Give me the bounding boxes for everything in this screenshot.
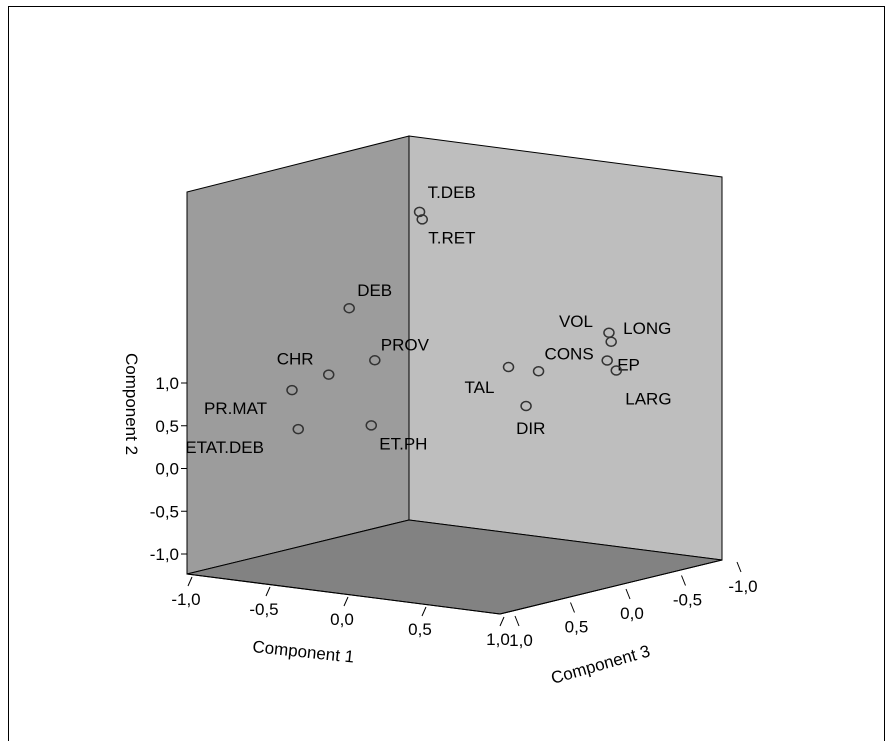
point-marker: [413, 206, 426, 218]
point-label: EP: [617, 356, 640, 375]
point-label: LONG: [623, 319, 671, 338]
z-tick-label: 0,5: [565, 618, 589, 637]
point-marker: [343, 302, 355, 314]
z-axis: 1,0 0,5 0,0 -0,5 -1,0: [499, 559, 758, 650]
z-tick-label: 0,0: [620, 604, 644, 623]
point-marker: [292, 423, 304, 435]
x-tick: [187, 576, 193, 587]
scatter-points: T.DEB T.RET DEB PROV CHR PR.MAT ETAT.DEB ET.PH T…: [185, 183, 671, 457]
x-tick-label: -1,0: [171, 590, 200, 609]
y-axis-title: Component 2: [122, 353, 141, 455]
z-tick-label: -0,5: [673, 591, 702, 610]
x-tick: [265, 586, 271, 597]
z-tick: [514, 615, 520, 627]
z-tick: [570, 602, 575, 613]
z-tick: [681, 575, 686, 586]
point-label: DEB: [357, 281, 392, 300]
point-marker: [369, 355, 381, 366]
z-tick-label: -1,0: [728, 577, 757, 596]
x-tick-label: 0,0: [330, 610, 354, 629]
point-label: VOL: [559, 312, 593, 331]
point-label: ET.PH: [379, 434, 427, 453]
z-axis-line: [499, 559, 723, 615]
point-marker: [416, 214, 428, 225]
x-axis: -1,0 -0,5 0,0 0,5 1,0: [171, 573, 510, 649]
y-tick-label: 0,5: [155, 417, 179, 436]
point-marker: [322, 369, 335, 380]
point-label: ETAT.DEB: [185, 438, 264, 457]
point-marker: [532, 366, 545, 377]
x-tick-label: 1,0: [486, 630, 510, 649]
point-label: DIR: [516, 419, 545, 438]
point-label: CONS: [545, 344, 594, 363]
point-marker: [520, 400, 532, 412]
z-tick: [736, 561, 742, 573]
z-tick-label: 1,0: [509, 631, 533, 650]
y-tick-label: 0,0: [155, 460, 179, 479]
y-axis: -1,0 -0,5 0,0 0,5 1,0: [150, 212, 188, 564]
point-label: PROV: [381, 335, 430, 354]
point-marker: [365, 420, 378, 431]
point-label: T.DEB: [428, 183, 476, 202]
y-tick-label: -0,5: [150, 502, 179, 521]
point-label: PR.MAT: [204, 399, 267, 418]
x-tick: [421, 606, 427, 617]
x-axis-line: [186, 573, 501, 615]
point-marker: [286, 384, 298, 396]
y-tick-label: -1,0: [150, 545, 179, 564]
point-label: TAL: [465, 378, 495, 397]
y-tick-label: 1,0: [155, 374, 179, 393]
x-tick: [499, 616, 505, 627]
x-tick: [343, 596, 349, 607]
x-tick-label: 0,5: [408, 620, 432, 639]
x-tick-label: -0,5: [249, 600, 278, 619]
point-marker: [605, 336, 617, 348]
z-tick: [625, 588, 631, 600]
point-label: LARG: [625, 390, 671, 409]
point-marker: [610, 365, 623, 376]
point-marker: [601, 355, 613, 366]
point-label: CHR: [277, 350, 314, 369]
point-label: T.RET: [428, 228, 475, 247]
point-marker: [502, 361, 515, 373]
